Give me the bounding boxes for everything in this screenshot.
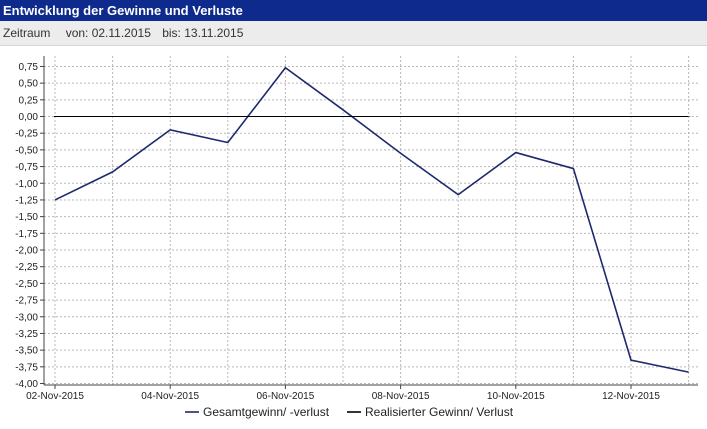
x-tick-label: 04-Nov-2015 — [141, 391, 199, 402]
period-to: bis: 13.11.2015 — [162, 26, 244, 40]
x-tick-label: 10-Nov-2015 — [487, 391, 545, 402]
y-tick-label: 0,75 — [19, 62, 39, 73]
series-line-gesamt — [54, 66, 689, 373]
y-tick-label: -0,50 — [15, 145, 38, 156]
period-bar: Zeitraum von: 02.11.2015 bis: 13.11.2015 — [0, 21, 707, 46]
x-tick-label: 02-Nov-2015 — [26, 391, 84, 402]
y-tick-label: -1,25 — [15, 195, 38, 206]
y-tick-label: -4,00 — [15, 379, 38, 390]
y-tick-label: -2,25 — [15, 262, 38, 273]
period-label: Zeitraum — [3, 26, 51, 40]
x-tick-label: 12-Nov-2015 — [602, 391, 660, 402]
period-from: von: 02.11.2015 — [65, 26, 151, 40]
legend-label-1: Gesamtgewinn/ -verlust — [203, 405, 330, 419]
y-tick-label: -0,25 — [15, 129, 38, 140]
y-tick-label: -2,50 — [15, 279, 38, 290]
y-tick-label: -3,00 — [15, 312, 38, 323]
chart-title: Entwicklung der Gewinne und Verluste — [0, 0, 707, 21]
y-tick-label: -1,00 — [15, 179, 38, 190]
y-tick-label: -3,75 — [15, 362, 38, 373]
y-tick-label: 0,00 — [19, 112, 39, 123]
legend-label-2: Realisierter Gewinn/ Verlust — [365, 405, 514, 419]
y-tick-label: -3,25 — [15, 329, 38, 340]
y-tick-label: -1,75 — [15, 229, 38, 240]
x-tick-label: 06-Nov-2015 — [256, 391, 314, 402]
y-tick-label: -2,75 — [15, 296, 38, 307]
y-tick-label: -0,75 — [15, 162, 38, 173]
y-tick-label: -3,50 — [15, 346, 38, 357]
y-tick-label: -2,00 — [15, 246, 38, 257]
y-tick-label: 0,50 — [19, 79, 39, 90]
y-tick-label: -1,50 — [15, 212, 38, 223]
y-tick-label: 0,25 — [19, 95, 39, 106]
x-tick-label: 08-Nov-2015 — [372, 391, 430, 402]
